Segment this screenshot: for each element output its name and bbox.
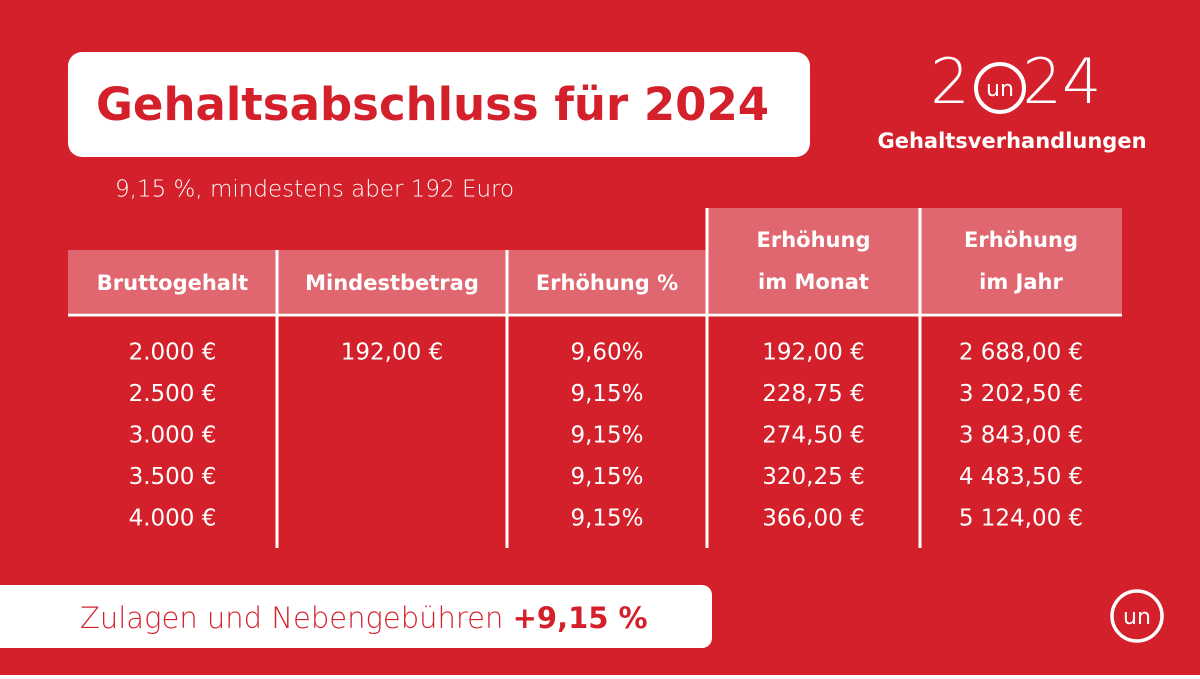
cell: 9,15% <box>570 423 643 449</box>
cell: 192,00 € <box>762 340 864 366</box>
cell: 320,25 € <box>762 464 864 490</box>
header-cell <box>68 250 277 313</box>
cell: 4.000 € <box>129 506 217 532</box>
header-cell <box>707 208 920 313</box>
table: Bruttogehalt Mindestbetrag Erhöhung % Erhöh… <box>68 208 1122 548</box>
cell: 2.500 € <box>129 381 217 407</box>
brand-logo: un <box>986 77 1014 102</box>
brand-year-start: 2 <box>930 45 969 118</box>
brand-year-end: 24 <box>1023 45 1102 118</box>
header-label: Erhöhung <box>757 228 871 252</box>
footer-text: Zulagen und Nebengebühren +9,15 % <box>80 601 648 635</box>
cell: 9,15% <box>570 381 643 407</box>
cell: 4 483,50 € <box>959 464 1083 490</box>
header-label: im Monat <box>758 270 869 294</box>
header-label: Mindestbetrag <box>305 271 479 295</box>
header-cell <box>507 250 707 313</box>
cell: 2.000 € <box>129 340 217 366</box>
cell: 3.500 € <box>129 464 217 490</box>
header-label: Bruttogehalt <box>97 271 248 295</box>
brand-logo-ring <box>974 62 1026 114</box>
corner-logo-ring <box>1110 589 1164 643</box>
cell: 5 124,00 € <box>959 506 1083 532</box>
cell: 192,00 € <box>341 340 443 366</box>
footer-label: Zulagen und Nebengebühren <box>80 601 503 635</box>
header-label: Erhöhung <box>964 228 1078 252</box>
title-box <box>68 52 810 157</box>
cell: 274,50 € <box>762 423 864 449</box>
header-label: im Jahr <box>979 270 1063 294</box>
cell: 9,15% <box>570 464 643 490</box>
footer-highlight: +9,15 % <box>513 601 648 635</box>
cell: 3 843,00 € <box>959 423 1083 449</box>
cell: 228,75 € <box>762 381 864 407</box>
cell: 9,15% <box>570 506 643 532</box>
cell: 366,00 € <box>762 506 864 532</box>
header-label: Erhöhung % <box>536 271 678 295</box>
cell: 3.000 € <box>129 423 217 449</box>
corner-logo: un <box>1123 605 1151 630</box>
cell: 9,60% <box>570 340 643 366</box>
header-cell <box>920 208 1122 313</box>
cell: 2 688,00 € <box>959 340 1083 366</box>
cell: 3 202,50 € <box>959 381 1083 407</box>
title: Gehaltsabschluss für 2024 <box>96 78 769 131</box>
subtitle: 9,15 %, mindestens aber 192 Euro <box>115 177 514 203</box>
brand-caption: Gehaltsverhandlungen <box>877 129 1146 153</box>
header-cell <box>277 250 507 313</box>
footer-box <box>0 585 712 648</box>
